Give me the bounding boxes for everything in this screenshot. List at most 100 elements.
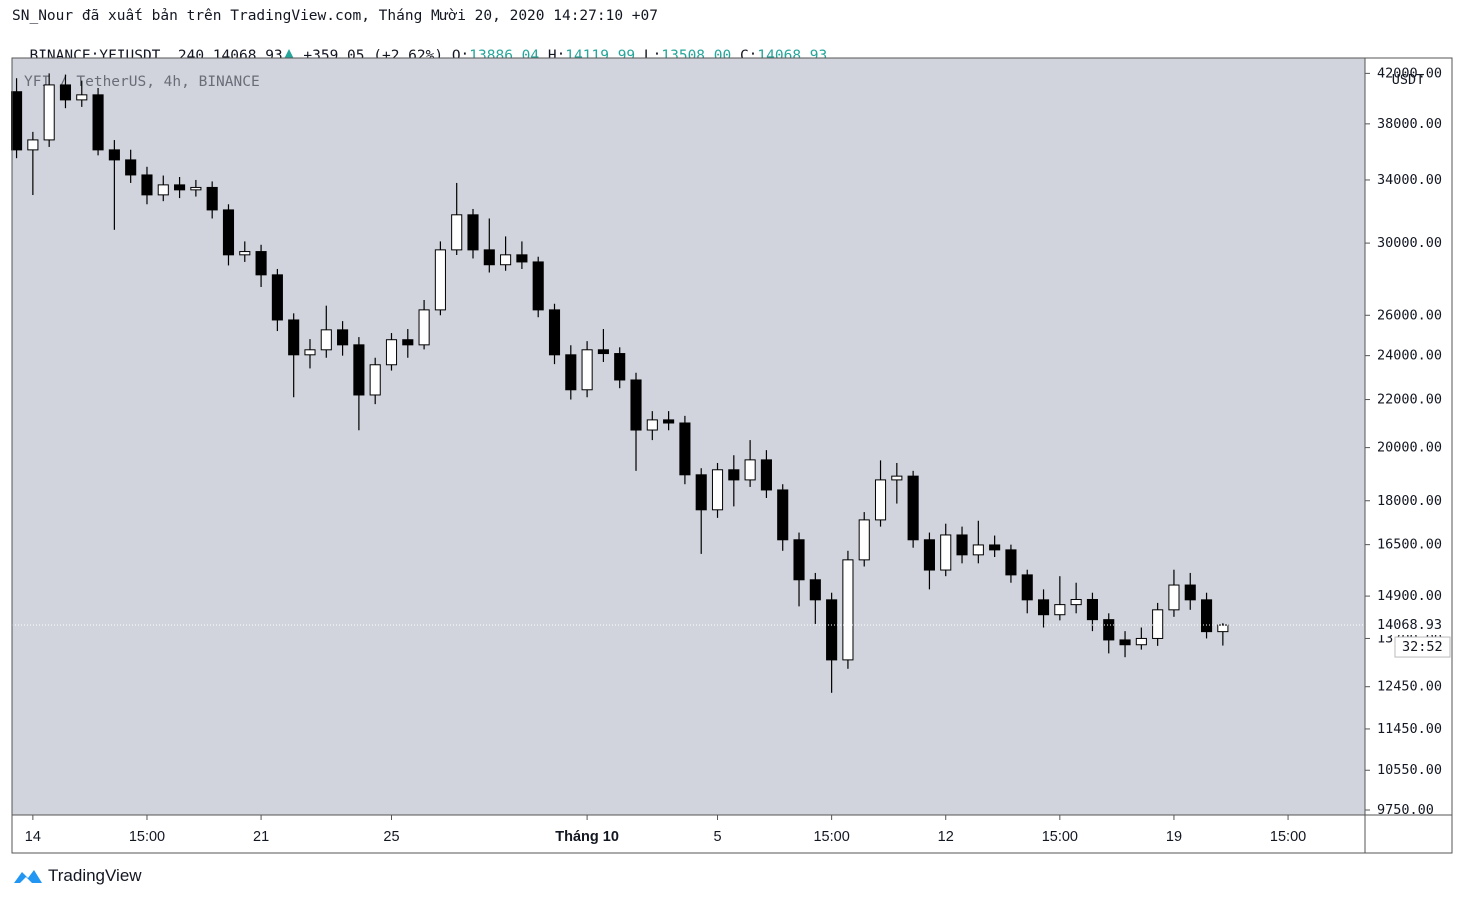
candle-body [989, 544, 1001, 551]
candle-body [777, 489, 789, 541]
candle-body [1217, 624, 1229, 633]
candle-body [434, 249, 446, 311]
candle-body [1103, 619, 1115, 641]
candle-body [320, 329, 332, 351]
brand-logo [14, 870, 42, 883]
publisher-line: SN_Nour đã xuất bản trên TradingView.com… [12, 8, 659, 24]
candle-body [548, 309, 561, 356]
currency: USDT [1392, 72, 1425, 88]
candle-body [663, 419, 675, 424]
candle-body [891, 475, 903, 481]
candle-body [27, 139, 39, 151]
candle-body [1168, 584, 1180, 611]
candle-body [842, 559, 854, 661]
candle-body [1135, 637, 1147, 646]
candle-body [581, 349, 593, 391]
candle-body [597, 349, 609, 355]
brand: TradingView [48, 866, 142, 885]
candle-body [1070, 598, 1082, 606]
y-tick-label: 30000.00 [1377, 235, 1442, 251]
watermark: YFI / TetherUS, 4h, BINANCE [24, 74, 260, 90]
candle-body [92, 94, 104, 151]
candle-body [565, 354, 577, 391]
candle-body [630, 379, 642, 431]
candle-body [206, 186, 218, 211]
candle-body [1184, 584, 1196, 601]
candle-body [385, 339, 398, 366]
candle-body [923, 539, 935, 571]
y-tick-label: 10550.00 [1377, 762, 1442, 778]
candle-body [190, 186, 202, 191]
candle-body [76, 94, 88, 101]
y-tick-label: 11450.00 [1377, 721, 1442, 737]
y-tick-label: 26000.00 [1377, 307, 1442, 323]
candle-body [940, 534, 952, 571]
candle-body [255, 251, 267, 276]
y-tick-label: 12450.00 [1377, 679, 1442, 695]
candle-body [793, 539, 805, 581]
countdown-box [1394, 636, 1451, 658]
candle-body [516, 254, 528, 263]
countdown-label: 32:52 [1402, 639, 1443, 655]
y-tick-label: 34000.00 [1377, 172, 1442, 188]
candle-body [11, 91, 23, 151]
candle-body [874, 479, 887, 521]
candle-body [809, 579, 821, 601]
candle-body [402, 339, 414, 346]
last-price-label: 14068.93 [1377, 617, 1442, 633]
time-axis [12, 815, 1452, 853]
up-arrow [283, 49, 294, 59]
candle-body [1119, 639, 1131, 646]
last-price-box [1366, 615, 1450, 636]
candle-body [614, 353, 626, 381]
y-tick-label: 18000.00 [1377, 493, 1442, 509]
y-tick-label: 38000.00 [1377, 116, 1442, 132]
candle-body [451, 214, 463, 251]
candle-body [826, 599, 838, 661]
candle-body [744, 459, 756, 481]
candle-body [43, 84, 55, 141]
candle-body [483, 249, 495, 266]
frame [11, 57, 1453, 854]
candle-body [337, 329, 349, 346]
candle-body [956, 534, 968, 556]
axes: 42000.00 38000.00 34000.00 30000.00 26000.00… [12, 65, 1451, 845]
candle-body [1037, 599, 1050, 616]
candle-body [972, 544, 984, 556]
candle-body [711, 469, 724, 511]
candle-body [271, 274, 283, 321]
y-tick-label: 42000.00 [1377, 65, 1442, 81]
x-tick-label: 15:00 [813, 829, 849, 845]
x-tick-label: 12 [938, 829, 954, 845]
x-tick-label: 15:00 [129, 829, 165, 845]
candle-body [1021, 574, 1033, 601]
candles [11, 73, 1229, 693]
candle-body [222, 209, 235, 256]
candle-body [369, 364, 381, 396]
candle-body [157, 184, 169, 196]
x-tick-label: Tháng 10 [555, 829, 619, 845]
candle-body [1005, 549, 1017, 576]
candle-body [500, 254, 512, 266]
candle-body [141, 174, 153, 196]
y-tick-label: 24000.00 [1377, 348, 1442, 364]
x-tick-label: 15:00 [1042, 829, 1078, 845]
candle-body [646, 419, 658, 431]
x-tick-label: 21 [253, 829, 269, 845]
candle-body [174, 184, 186, 191]
candle-body [59, 84, 72, 101]
footer: TradingView [12, 866, 142, 886]
candle-body [1054, 604, 1066, 616]
candle-body [532, 261, 544, 311]
x-tick-label: 5 [713, 829, 721, 845]
candle-body [1086, 598, 1098, 621]
candle-body [1200, 599, 1213, 633]
x-tick-label: 25 [383, 829, 399, 845]
x-tick-label: 19 [1166, 829, 1182, 845]
y-tick-label: 16500.00 [1377, 537, 1442, 553]
y-tick-label: 22000.00 [1377, 392, 1442, 408]
candle-body [353, 344, 365, 396]
candle-body [288, 319, 300, 356]
